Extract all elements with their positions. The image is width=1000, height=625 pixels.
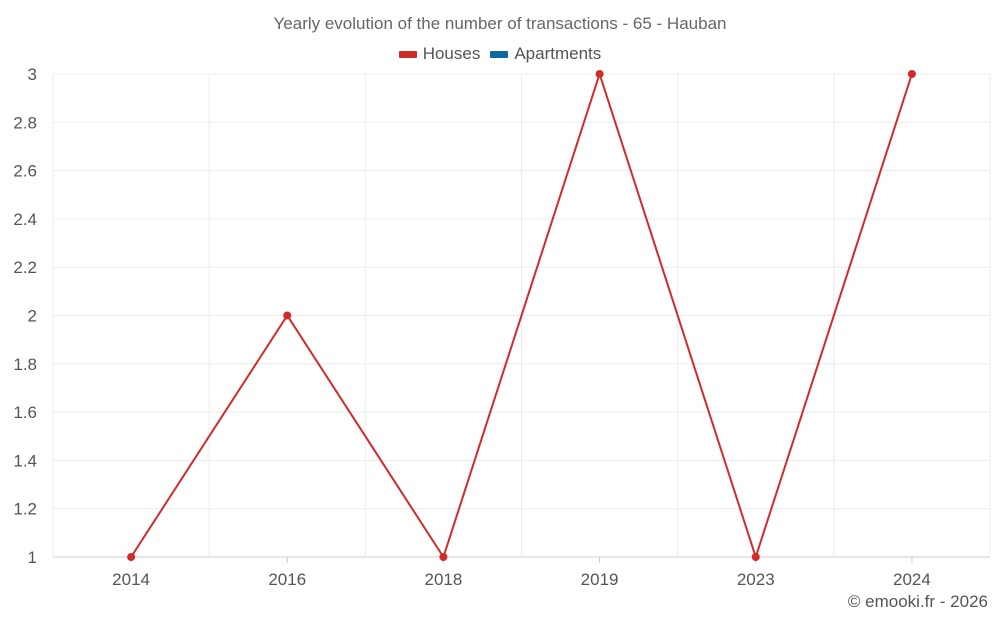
y-tick-label: 2.8 — [13, 113, 37, 132]
chart-title: Yearly evolution of the number of transa… — [273, 14, 727, 33]
y-tick-label: 3 — [28, 65, 37, 84]
data-point-houses — [127, 553, 136, 561]
x-tick-label: 2024 — [893, 570, 931, 589]
legend-swatch-houses — [398, 50, 417, 58]
y-tick-label: 1.4 — [13, 451, 37, 470]
legend-label-houses: Houses — [422, 44, 481, 63]
y-tick-label: 2.2 — [13, 258, 37, 277]
x-tick-label: 2018 — [425, 570, 463, 589]
y-tick-label: 2 — [28, 307, 37, 326]
y-tick-label: 1.2 — [13, 500, 37, 519]
x-tick-label: 2016 — [268, 570, 306, 589]
legend-label-apartments: Apartments — [514, 44, 602, 63]
series-line-houses — [130, 70, 913, 561]
data-point-houses — [595, 70, 604, 78]
legend-item-apartments[interactable]: Apartments — [490, 44, 601, 64]
credit-text: © emooki.fr - 2026 — [847, 592, 988, 611]
data-point-houses — [283, 311, 292, 320]
y-tick-label: 2.6 — [13, 162, 37, 181]
x-tick-label: 2014 — [112, 570, 150, 589]
legend-item-houses[interactable]: Houses — [398, 44, 481, 64]
data-point-houses — [751, 553, 760, 561]
data-point-houses — [907, 70, 916, 78]
chart-legend: Houses Apartments — [0, 44, 1000, 64]
y-tick-label: 1.6 — [13, 403, 37, 422]
y-tick-label: 1 — [28, 548, 37, 567]
x-tick-label: 2019 — [581, 570, 619, 589]
y-tick-label: 1.8 — [13, 355, 37, 374]
y-tick-label: 2.4 — [13, 210, 37, 229]
x-tick-label: 2023 — [737, 570, 775, 589]
legend-swatch-apartments — [490, 50, 509, 58]
data-point-houses — [439, 553, 448, 561]
